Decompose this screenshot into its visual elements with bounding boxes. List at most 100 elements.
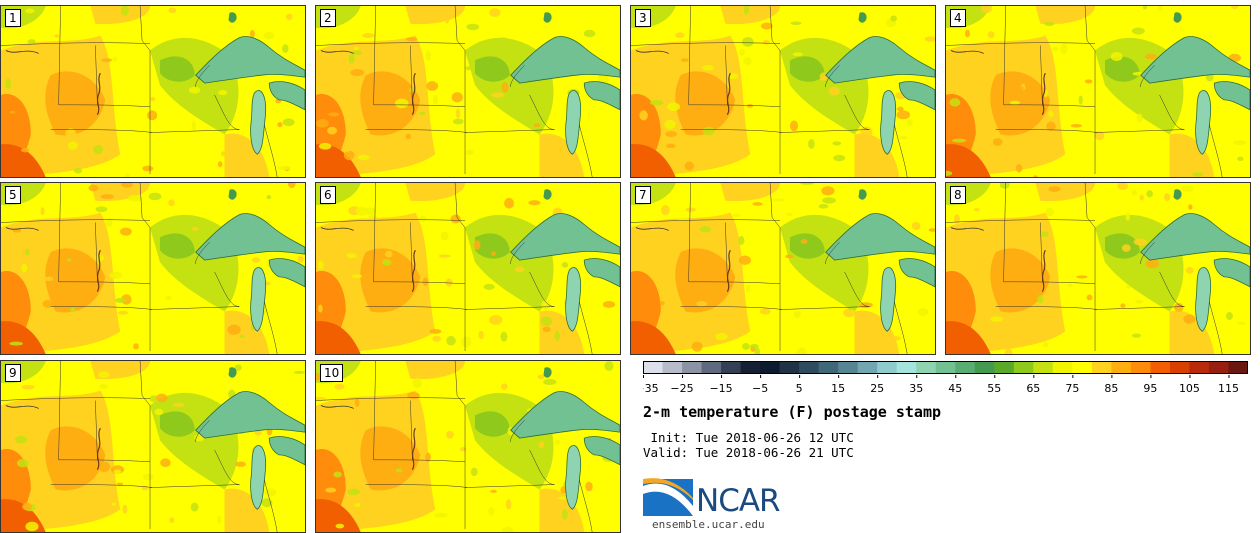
texture-speck xyxy=(843,308,855,318)
temperature-map xyxy=(946,6,1250,177)
colorbar-ticks: −35 −25 −15 −5 5 15 25 35 45 55 65 75 85 95 105 115 xyxy=(643,375,1239,395)
member-panel: 6 xyxy=(315,182,621,355)
state-boundary xyxy=(688,104,781,108)
state-boundary xyxy=(995,129,1098,133)
texture-speck xyxy=(203,106,213,118)
texture-speck xyxy=(335,523,345,529)
lake-of-the-woods xyxy=(228,189,237,200)
texture-speck xyxy=(743,6,750,15)
texture-speck xyxy=(796,347,807,354)
texture-speck xyxy=(406,37,418,42)
texture-speck xyxy=(147,110,158,121)
colorbar-tick-label: 105 xyxy=(1179,382,1200,395)
colorbar-bin xyxy=(662,361,683,374)
texture-speck xyxy=(155,393,168,403)
texture-speck xyxy=(928,228,935,232)
lake-superior xyxy=(510,391,620,439)
lake-of-the-woods xyxy=(1173,189,1182,200)
texture-speck xyxy=(528,200,541,206)
texture-speck xyxy=(906,119,913,127)
colorbar-bin xyxy=(955,361,976,374)
lake-michigan xyxy=(1195,267,1212,332)
warm-region xyxy=(539,488,585,532)
texture-speck xyxy=(917,308,929,317)
state-boundary xyxy=(894,301,908,354)
state-boundary xyxy=(844,271,870,307)
state-boundary xyxy=(214,271,240,307)
texture-speck xyxy=(483,283,495,290)
lake-michigan xyxy=(565,90,582,155)
texture-speck xyxy=(987,31,995,39)
colorbar-bin xyxy=(916,361,937,374)
texture-speck xyxy=(1136,113,1143,123)
state-boundary xyxy=(1003,6,1006,105)
lake-michigan xyxy=(880,267,897,332)
texture-speck xyxy=(432,94,438,105)
texture-speck xyxy=(541,299,551,311)
texture-speck xyxy=(1076,275,1088,279)
texture-speck xyxy=(491,92,505,98)
state-boundary xyxy=(1140,242,1155,265)
colorbar-tick-label: 15 xyxy=(831,382,845,395)
state-boundary xyxy=(150,129,240,133)
texture-speck xyxy=(738,255,752,265)
state-boundary xyxy=(894,124,908,177)
state-boundary xyxy=(1,397,151,401)
river xyxy=(726,72,731,116)
lake-superior xyxy=(195,391,305,439)
texture-speck xyxy=(1009,100,1021,105)
texture-speck xyxy=(350,69,365,77)
state-boundary xyxy=(58,281,151,285)
texture-speck xyxy=(42,299,54,308)
state-boundary xyxy=(688,281,781,285)
texture-speck xyxy=(960,266,974,272)
hot-region xyxy=(45,71,106,136)
texture-speck xyxy=(114,297,127,303)
lake-huron xyxy=(898,81,935,111)
texture-speck xyxy=(100,194,114,200)
texture-speck xyxy=(1225,311,1233,321)
state-boundary xyxy=(825,65,840,88)
lake-superior xyxy=(1140,213,1250,261)
texture-speck xyxy=(10,110,16,114)
texture-speck xyxy=(772,198,786,202)
texture-speck xyxy=(1188,204,1193,210)
colorbar-bin xyxy=(701,361,722,374)
member-panel: 9 xyxy=(0,360,306,533)
texture-speck xyxy=(602,301,616,308)
state-boundary xyxy=(780,129,870,133)
texture-speck xyxy=(254,430,262,436)
texture-speck xyxy=(266,194,272,200)
texture-speck xyxy=(1183,314,1196,324)
texture-speck xyxy=(21,385,35,390)
member-label: 5 xyxy=(5,186,21,204)
texture-speck xyxy=(382,301,396,311)
colorbar-bin xyxy=(1111,361,1132,374)
texture-speck xyxy=(554,439,561,445)
texture-speck xyxy=(195,451,203,457)
texture-speck xyxy=(505,499,512,510)
lake-superior xyxy=(195,213,305,261)
state-boundary xyxy=(373,361,376,460)
texture-speck xyxy=(385,250,393,258)
state-boundary xyxy=(373,104,466,108)
texture-speck xyxy=(25,8,35,14)
texture-speck xyxy=(1110,52,1123,61)
texture-speck xyxy=(1009,268,1016,277)
state-boundary xyxy=(844,94,870,130)
texture-speck xyxy=(455,108,461,119)
texture-speck xyxy=(702,126,715,136)
river xyxy=(411,427,416,471)
state-boundary xyxy=(579,301,593,354)
texture-speck xyxy=(73,167,83,174)
texture-speck xyxy=(828,86,840,96)
colorbar-tick-label: 65 xyxy=(1026,382,1040,395)
texture-speck xyxy=(27,455,36,467)
state-boundary xyxy=(1,219,151,223)
texture-speck xyxy=(446,335,456,346)
river xyxy=(5,405,39,409)
texture-speck xyxy=(316,396,326,401)
texture-speck xyxy=(699,225,712,233)
colorbar-tick-label: 25 xyxy=(870,382,884,395)
texture-speck xyxy=(20,148,30,153)
